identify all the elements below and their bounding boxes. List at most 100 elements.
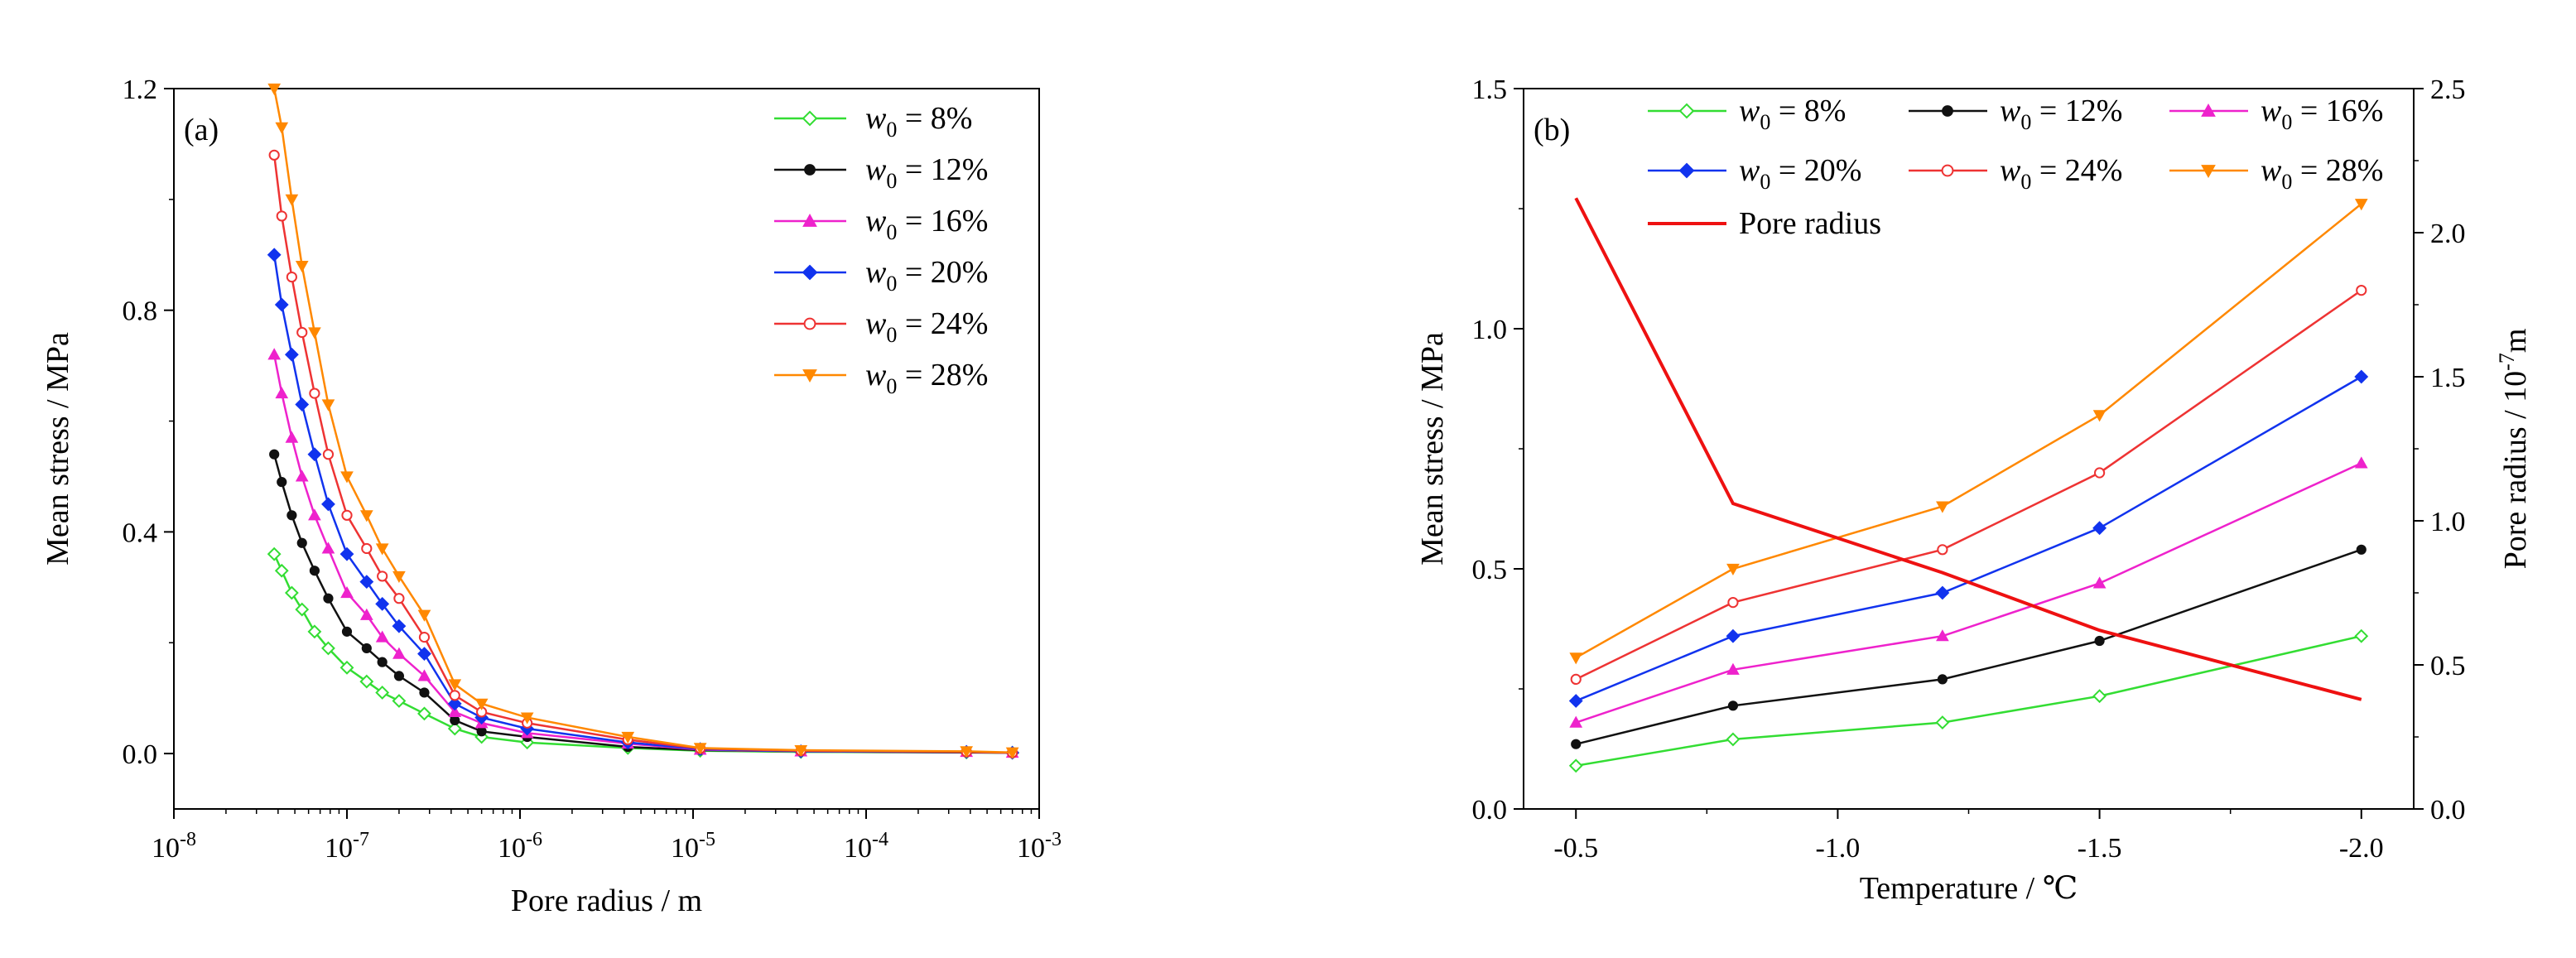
data-point: [417, 706, 431, 721]
legend-entry-w16: w0 = 16%: [774, 204, 988, 244]
legend-value: = 24%: [2031, 153, 2122, 188]
data-point: [447, 696, 462, 711]
legend-marker: [1942, 105, 1953, 117]
data-point: [1937, 674, 1948, 685]
data-point: [1726, 662, 1740, 675]
data-point: [307, 447, 322, 462]
data-point: [267, 83, 282, 96]
y-right-axis-title: Pore radius / 10-7m: [2495, 329, 2533, 570]
data-point: [1727, 597, 1739, 609]
legend-var: w: [2000, 153, 2021, 188]
data-point: [450, 715, 460, 726]
legend-marker: [802, 213, 817, 227]
data-point: [393, 671, 405, 681]
series-line-pore-radius: [1574, 197, 2362, 701]
legend-value: = 24%: [897, 306, 988, 341]
legend-label-w8: w0 = 8%: [865, 101, 972, 142]
data-point: [375, 630, 389, 643]
series-w24: [1570, 285, 2367, 686]
data-point: [2092, 521, 2107, 536]
legend-entry-w20: w0 = 20%: [1648, 153, 1861, 194]
y-right-tick-label: 0.0: [2430, 795, 2466, 826]
legend-sub: 0: [2281, 110, 2292, 134]
legend-label-w28: w0 = 28%: [865, 358, 988, 398]
data-point: [1726, 732, 1741, 747]
series-line-w24: [1575, 289, 2362, 681]
data-point: [476, 726, 487, 737]
panel-a: 10-8 10-7 10-6 10-5 10-4 10-30.00.40.81.2Pore…: [41, 75, 1062, 918]
data-point: [284, 585, 299, 600]
data-point: [1935, 715, 1950, 730]
legend-var: w: [865, 255, 887, 290]
series-line-w28: [272, 88, 1013, 753]
legend-sub: 0: [1760, 170, 1770, 194]
data-point: [2354, 456, 2368, 469]
x-tick-base: 10: [844, 833, 872, 864]
legend-sub: 0: [2281, 170, 2292, 194]
data-point: [375, 686, 390, 700]
x-tick-exp: -5: [699, 829, 715, 850]
data-point: [340, 471, 354, 484]
data-point: [296, 326, 308, 339]
legend-value: = 8%: [1770, 94, 1846, 128]
legend-marker: [804, 164, 816, 176]
data-point: [621, 731, 635, 744]
legend-label-w24: w0 = 24%: [865, 306, 988, 347]
data-point: [309, 388, 320, 399]
x-axis-title: Temperature / ℃: [1860, 871, 2078, 906]
series-pore-radius: [1574, 197, 2362, 701]
data-point: [377, 657, 388, 667]
data-point: [1727, 700, 1739, 711]
data-point: [393, 593, 405, 604]
legend-var: w: [865, 358, 887, 392]
legend-value: = 28%: [897, 358, 988, 392]
data-point: [794, 744, 808, 758]
data-point: [693, 743, 707, 755]
y-tick-label: 1.0: [1472, 315, 1508, 345]
data-point: [1571, 739, 1582, 749]
series-line-w8: [1576, 634, 2362, 768]
legend-marker: [802, 110, 818, 127]
legend-var: w: [865, 204, 887, 238]
y-right-title-prefix: Pore radius / 10: [2498, 371, 2533, 570]
data-point: [1726, 628, 1741, 643]
legend-var: w: [865, 101, 887, 136]
data-point: [307, 624, 322, 639]
legend-value: = 16%: [897, 204, 988, 238]
y-tick-label: 0.0: [1472, 795, 1508, 826]
panel-label-b: (b): [1534, 113, 1570, 147]
data-point: [1568, 694, 1583, 708]
y-right-tick-label: 2.0: [2430, 219, 2466, 249]
legend-entry-w28: w0 = 28%: [2169, 153, 2383, 194]
data-point: [274, 563, 289, 578]
x-tick-label: -0.5: [1553, 833, 1598, 864]
series-w16: [1569, 456, 2368, 728]
data-point: [339, 660, 354, 675]
legend-marker: [1678, 103, 1695, 119]
data-point: [392, 570, 406, 583]
legend-value: = 8%: [897, 101, 972, 136]
legend-var: w: [2261, 153, 2282, 188]
x-tick-base: 10: [1017, 833, 1045, 864]
data-point: [1937, 544, 1948, 556]
x-tick-label: -1.5: [2078, 833, 2122, 864]
data-point: [960, 746, 974, 758]
data-point: [286, 510, 297, 521]
data-point: [2092, 576, 2107, 589]
data-point: [2094, 635, 2105, 647]
data-point: [1005, 747, 1019, 759]
data-point: [1570, 673, 1582, 686]
data-point: [340, 585, 354, 599]
legend-value: = 16%: [2292, 94, 2383, 128]
data-point: [269, 449, 280, 460]
y-tick-label: 1.5: [1472, 75, 1508, 105]
data-point: [286, 271, 297, 283]
legend-value: = 20%: [1770, 153, 1861, 188]
x-tick-label: -2.0: [2339, 833, 2384, 864]
data-point: [1568, 758, 1583, 773]
series-line-w8: [273, 553, 1013, 754]
data-point: [274, 297, 289, 312]
data-point: [474, 698, 489, 710]
legend-value: = 12%: [2031, 94, 2122, 128]
